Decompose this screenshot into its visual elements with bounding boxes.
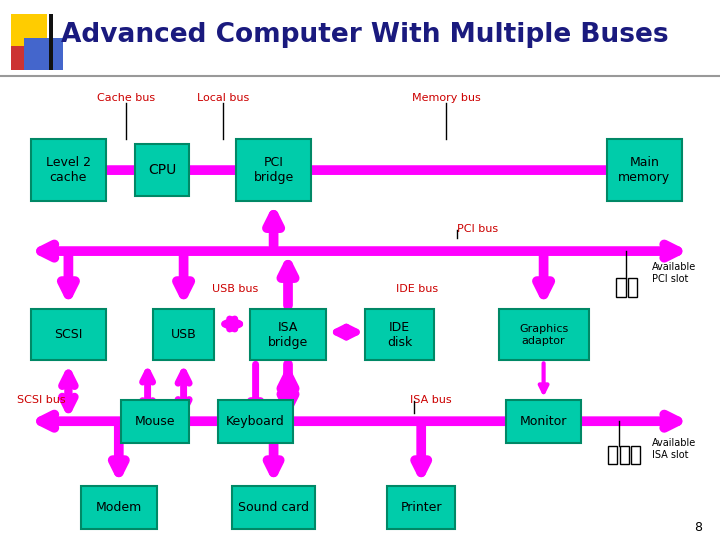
- Text: 8: 8: [694, 521, 702, 534]
- FancyBboxPatch shape: [217, 400, 294, 443]
- Text: IDE
disk: IDE disk: [387, 321, 413, 349]
- FancyBboxPatch shape: [498, 309, 589, 361]
- FancyBboxPatch shape: [11, 46, 38, 70]
- FancyBboxPatch shape: [505, 400, 582, 443]
- FancyBboxPatch shape: [153, 309, 215, 361]
- Text: ISA bus: ISA bus: [410, 395, 452, 404]
- Text: ISA
bridge: ISA bridge: [268, 321, 308, 349]
- Text: USB bus: USB bus: [212, 284, 258, 294]
- FancyBboxPatch shape: [11, 14, 47, 51]
- FancyBboxPatch shape: [121, 400, 189, 443]
- Text: Available
PCI slot: Available PCI slot: [652, 262, 696, 284]
- Text: Local bus: Local bus: [197, 92, 249, 103]
- Text: Sound card: Sound card: [238, 501, 309, 514]
- Text: Main
memory: Main memory: [618, 156, 670, 184]
- FancyBboxPatch shape: [366, 309, 433, 361]
- FancyBboxPatch shape: [616, 278, 626, 297]
- Text: PCI bus: PCI bus: [457, 225, 498, 234]
- Text: Graphics
adaptor: Graphics adaptor: [519, 324, 568, 346]
- FancyBboxPatch shape: [135, 144, 189, 195]
- FancyBboxPatch shape: [387, 486, 455, 529]
- Text: Cache bus: Cache bus: [97, 92, 155, 103]
- Text: Keyboard: Keyboard: [226, 415, 285, 428]
- Text: Mouse: Mouse: [135, 415, 175, 428]
- FancyBboxPatch shape: [81, 486, 157, 529]
- Text: Modem: Modem: [96, 501, 142, 514]
- Text: PCI
bridge: PCI bridge: [253, 156, 294, 184]
- FancyBboxPatch shape: [30, 139, 107, 201]
- FancyBboxPatch shape: [49, 14, 53, 70]
- FancyBboxPatch shape: [608, 446, 617, 464]
- FancyBboxPatch shape: [30, 309, 107, 361]
- Text: SCSI: SCSI: [54, 328, 83, 341]
- FancyBboxPatch shape: [232, 486, 315, 529]
- FancyBboxPatch shape: [251, 309, 325, 361]
- Text: IDE bus: IDE bus: [396, 284, 438, 294]
- FancyBboxPatch shape: [628, 278, 637, 297]
- FancyBboxPatch shape: [236, 139, 311, 201]
- Text: Monitor: Monitor: [520, 415, 567, 428]
- Text: USB: USB: [171, 328, 197, 341]
- FancyBboxPatch shape: [620, 446, 629, 464]
- Text: Level 2
cache: Level 2 cache: [46, 156, 91, 184]
- FancyBboxPatch shape: [631, 446, 640, 464]
- Text: Available
ISA slot: Available ISA slot: [652, 438, 696, 460]
- Text: CPU: CPU: [148, 163, 176, 177]
- Text: Memory bus: Memory bus: [412, 92, 481, 103]
- Text: Printer: Printer: [400, 501, 442, 514]
- Text: Advanced Computer With Multiple Buses: Advanced Computer With Multiple Buses: [61, 22, 669, 48]
- Text: SCSI bus: SCSI bus: [17, 395, 66, 404]
- FancyBboxPatch shape: [24, 38, 63, 70]
- FancyBboxPatch shape: [606, 139, 683, 201]
